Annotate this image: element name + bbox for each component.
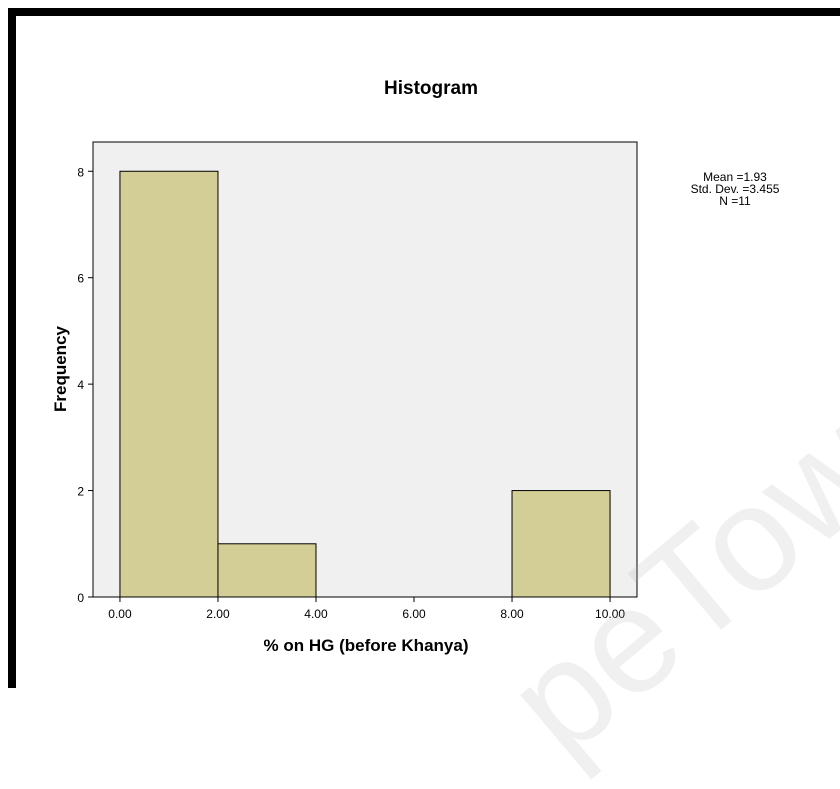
stat-mean: Mean =1.93 bbox=[703, 170, 767, 184]
x-tick-label: 8.00 bbox=[500, 607, 524, 621]
histogram-bar-0 bbox=[119, 170, 219, 598]
histogram-bar-4 bbox=[511, 490, 611, 598]
chart-title: Histogram bbox=[384, 78, 478, 99]
x-tick-label: 2.00 bbox=[206, 607, 230, 621]
x-axis-label: % on HG (before Khanya) bbox=[263, 636, 469, 655]
histogram-bar-1 bbox=[217, 543, 317, 598]
x-tick-label: 0.00 bbox=[108, 607, 132, 621]
chart-frame bbox=[8, 8, 840, 688]
y-tick-label: 8 bbox=[77, 165, 84, 179]
y-tick-label: 2 bbox=[77, 485, 84, 499]
y-tick-label: 4 bbox=[77, 378, 84, 392]
summary-statistics: Mean =1.93 Std. Dev. =3.455 N =11 bbox=[670, 171, 800, 207]
x-tick-label: 4.00 bbox=[304, 607, 328, 621]
y-tick-label: 6 bbox=[77, 272, 84, 286]
stat-std-dev: Std. Dev. =3.455 bbox=[690, 182, 780, 196]
stat-n: N =11 bbox=[719, 194, 751, 208]
histogram-plot: 0.00 2.00 4.00 6.00 8.00 10.00 0 2 4 6 8 bbox=[77, 141, 638, 621]
y-tick-label: 0 bbox=[77, 591, 84, 605]
x-tick-label: 6.00 bbox=[402, 607, 426, 621]
x-tick-label: 10.00 bbox=[595, 607, 625, 621]
